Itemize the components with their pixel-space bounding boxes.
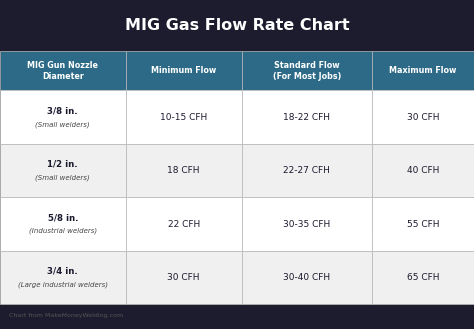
Text: 22 CFH: 22 CFH <box>167 220 200 229</box>
Bar <box>126 90 242 144</box>
Text: 18 CFH: 18 CFH <box>167 166 200 175</box>
Text: (Industrial welders): (Industrial welders) <box>29 228 97 235</box>
Bar <box>126 51 242 90</box>
Bar <box>242 90 372 144</box>
Text: 30 CFH: 30 CFH <box>167 273 200 282</box>
Text: 40 CFH: 40 CFH <box>407 166 439 175</box>
Bar <box>372 197 474 251</box>
Text: Standard Flow
(For Most Jobs): Standard Flow (For Most Jobs) <box>273 61 341 81</box>
Text: WELDING: WELDING <box>312 267 385 281</box>
Text: 30-35 CFH: 30-35 CFH <box>283 220 330 229</box>
Bar <box>0 51 126 90</box>
Bar <box>126 197 242 251</box>
Bar <box>242 51 372 90</box>
Text: (Small welders): (Small welders) <box>36 121 90 128</box>
Bar <box>372 251 474 304</box>
Text: 3/8 in.: 3/8 in. <box>47 106 78 115</box>
Bar <box>372 144 474 197</box>
Text: Minimum Flow: Minimum Flow <box>151 66 216 75</box>
Bar <box>372 51 474 90</box>
Bar <box>242 197 372 251</box>
Bar <box>0 251 126 304</box>
Text: 22-27 CFH: 22-27 CFH <box>283 166 330 175</box>
Text: Maximum Flow: Maximum Flow <box>389 66 457 75</box>
Text: Chart from MakeMoneyWelding.com: Chart from MakeMoneyWelding.com <box>9 313 124 318</box>
Text: 30 CFH: 30 CFH <box>407 113 439 122</box>
Text: MAKEMONEY: MAKEMONEY <box>313 234 384 243</box>
Bar <box>242 251 372 304</box>
Bar <box>0 197 126 251</box>
Text: (Large industrial welders): (Large industrial welders) <box>18 281 108 288</box>
Text: MIG Gun Nozzle
Diameter: MIG Gun Nozzle Diameter <box>27 61 98 81</box>
Bar <box>372 90 474 144</box>
Text: 10-15 CFH: 10-15 CFH <box>160 113 207 122</box>
Text: 5/8 in.: 5/8 in. <box>47 213 78 222</box>
Bar <box>0 144 126 197</box>
Text: 65 CFH: 65 CFH <box>407 273 439 282</box>
Bar <box>126 251 242 304</box>
Text: 3/4 in.: 3/4 in. <box>47 267 78 276</box>
Bar <box>242 144 372 197</box>
Text: 18-22 CFH: 18-22 CFH <box>283 113 330 122</box>
Text: 1/2 in.: 1/2 in. <box>47 160 78 169</box>
Bar <box>0 90 126 144</box>
Bar <box>126 144 242 197</box>
Text: 55 CFH: 55 CFH <box>407 220 439 229</box>
Text: 30-40 CFH: 30-40 CFH <box>283 273 330 282</box>
Text: MIG Gas Flow Rate Chart: MIG Gas Flow Rate Chart <box>125 18 349 33</box>
Text: (Small welders): (Small welders) <box>36 174 90 181</box>
